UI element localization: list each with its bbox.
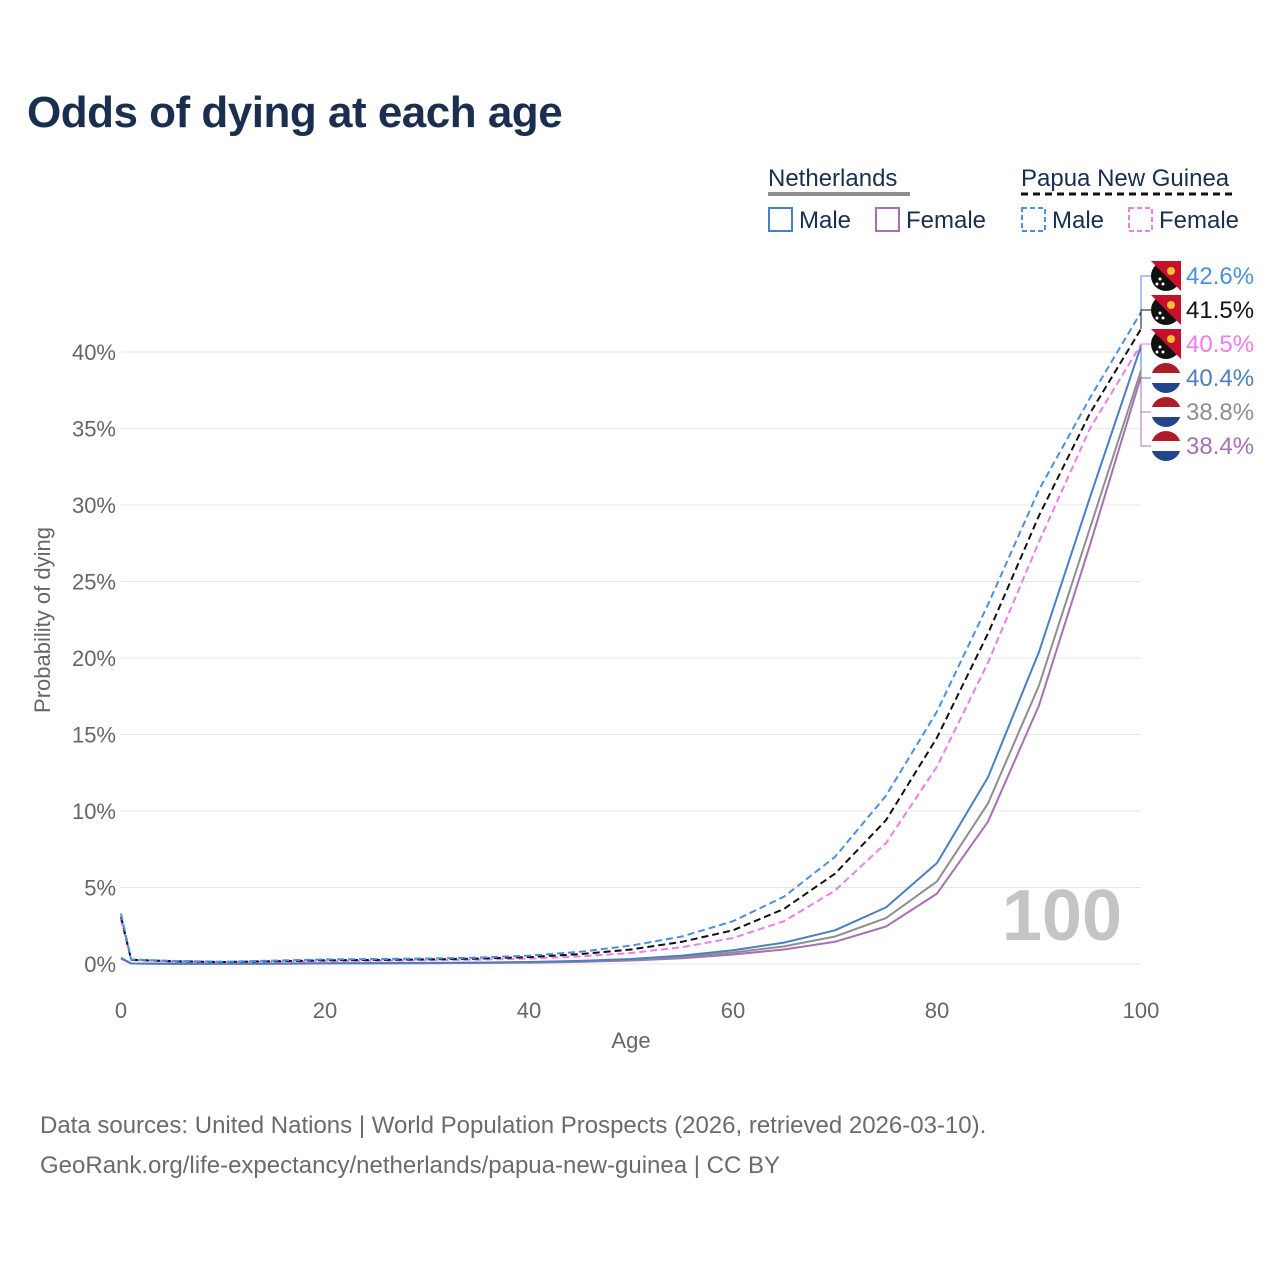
netherlands-flag-icon xyxy=(1151,397,1181,427)
x-axis-ticks: 0 20 40 60 80 100 xyxy=(115,998,1159,1023)
series-line-png-female xyxy=(120,343,1142,964)
source-note: Data sources: United Nations | World Pop… xyxy=(40,1106,986,1186)
end-label-png-male: 42.6% xyxy=(1186,263,1254,290)
y-tick-label: 20% xyxy=(72,646,116,671)
y-tick-label: 25% xyxy=(72,570,116,595)
series-line-png-male xyxy=(120,311,1142,963)
legend-swatch-png-male xyxy=(1021,207,1046,232)
netherlands-flag-icon xyxy=(1151,431,1181,461)
series-line-nl-male xyxy=(120,345,1142,965)
end-label-nl-female: 38.4% xyxy=(1186,433,1254,460)
end-label-leader xyxy=(1140,345,1152,379)
age-watermark: 100 xyxy=(1002,876,1122,956)
end-label-png-total: 41.5% xyxy=(1186,297,1254,324)
png-flag-icon xyxy=(1151,329,1181,359)
legend: Netherlands Papua New Guinea Male Female… xyxy=(768,165,1239,234)
y-tick-label: 0% xyxy=(84,952,116,977)
series-line-png-total xyxy=(120,328,1142,963)
end-label-leader xyxy=(1140,370,1152,413)
chart-title: Odds of dying at each age xyxy=(27,88,563,137)
y-tick-label: 35% xyxy=(72,417,116,442)
x-tick-label: 100 xyxy=(1123,998,1160,1023)
legend-group-png: Papua New Guinea xyxy=(1021,165,1230,192)
series-lines xyxy=(120,311,1142,965)
series-line-nl-total xyxy=(120,370,1142,965)
x-axis-label: Age xyxy=(611,1028,650,1053)
x-tick-label: 80 xyxy=(925,998,949,1023)
legend-swatch-nl-male xyxy=(768,207,793,232)
grid-lines xyxy=(121,351,1141,965)
netherlands-flag-icon xyxy=(1151,363,1181,393)
x-tick-label: 20 xyxy=(313,998,337,1023)
x-tick-label: 40 xyxy=(517,998,541,1023)
x-tick-label: 60 xyxy=(721,998,745,1023)
y-tick-label: 5% xyxy=(84,876,116,901)
legend-label-nl-female: Female xyxy=(906,207,986,234)
legend-label-nl-male: Male xyxy=(799,207,851,234)
end-label-leader xyxy=(1140,309,1152,329)
png-flag-icon xyxy=(1151,295,1181,325)
y-tick-label: 40% xyxy=(72,340,116,365)
y-tick-label: 15% xyxy=(72,723,116,748)
y-tick-label: 10% xyxy=(72,799,116,824)
end-label-nl-total: 38.8% xyxy=(1186,399,1254,426)
end-label-nl-male: 40.4% xyxy=(1186,365,1254,392)
end-label-leader xyxy=(1140,376,1152,447)
x-tick-label: 0 xyxy=(115,998,127,1023)
png-flag-icon xyxy=(1151,261,1181,291)
series-line-nl-female xyxy=(120,376,1142,965)
y-axis-ticks: 0% 5% 10% 15% 20% 25% 30% 35% 40% xyxy=(72,340,116,977)
end-label-png-female: 40.5% xyxy=(1186,331,1254,358)
source-line-1: Data sources: United Nations | World Pop… xyxy=(40,1112,987,1139)
end-label-leader xyxy=(1140,275,1152,313)
legend-label-png-male: Male xyxy=(1052,207,1104,234)
legend-label-png-female: Female xyxy=(1159,207,1239,234)
y-tick-label: 30% xyxy=(72,493,116,518)
legend-swatch-png-female xyxy=(1128,207,1153,232)
legend-group-netherlands: Netherlands xyxy=(768,165,897,192)
source-line-2: GeoRank.org/life-expectancy/netherlands/… xyxy=(40,1152,780,1179)
y-axis-label: Probability of dying xyxy=(30,527,55,713)
legend-swatch-nl-female xyxy=(875,207,900,232)
end-labels: 42.6% 41.5% 40.5% 40.4% 38.8% 38.4% xyxy=(1140,261,1254,461)
